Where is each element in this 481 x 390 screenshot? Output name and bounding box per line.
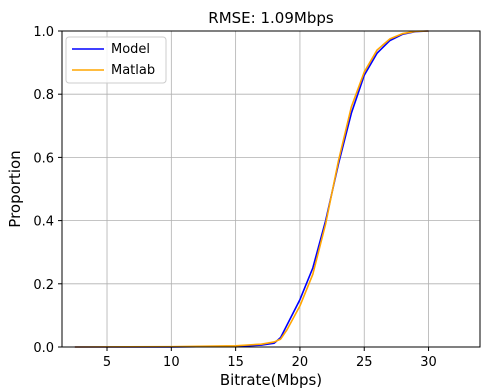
x-tick-label: 10	[163, 355, 180, 370]
y-axis-label: Proportion	[6, 150, 24, 227]
y-tick-label: 0.4	[33, 215, 54, 230]
x-tick-label: 15	[227, 355, 244, 370]
x-tick-label: 25	[356, 355, 373, 370]
x-tick-label: 30	[420, 355, 437, 370]
x-tick-label: 5	[103, 355, 111, 370]
y-tick-label: 0.2	[33, 278, 54, 293]
y-tick-label: 1.0	[33, 25, 54, 40]
legend-label-model: Model	[111, 42, 150, 57]
legend: Model Matlab	[66, 37, 166, 83]
y-tick-label: 0.0	[33, 341, 54, 356]
y-tick-label: 0.6	[33, 151, 54, 166]
legend-label-matlab: Matlab	[111, 63, 155, 78]
chart-title: RMSE: 1.09Mbps	[208, 9, 334, 27]
y-tick-label: 0.8	[33, 88, 54, 103]
x-axis-label: Bitrate(Mbps)	[220, 371, 322, 389]
x-tick-label: 20	[292, 355, 309, 370]
